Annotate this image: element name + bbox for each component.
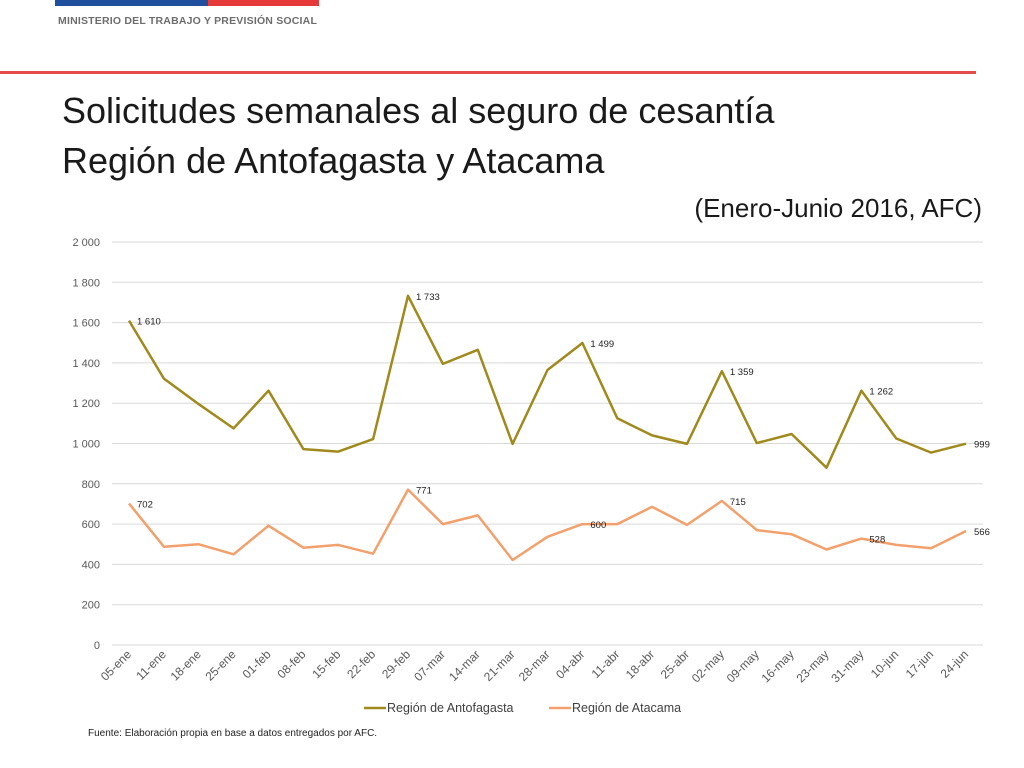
flag-red-stripe [208, 0, 319, 6]
legend-label-2: Región de Atacama [572, 701, 681, 715]
x-tick-label: 31-may [828, 647, 866, 685]
x-tick-label: 29-feb [379, 647, 413, 681]
data-label: 566 [974, 527, 990, 538]
data-label: 999 [974, 440, 990, 451]
ministry-name: MINISTERIO DEL TRABAJO Y PREVISIÓN SOCIA… [58, 15, 318, 27]
data-label: 600 [590, 520, 606, 531]
y-tick-label: 1 000 [72, 439, 100, 451]
data-label: 1 610 [137, 317, 161, 328]
data-label: 1 359 [730, 367, 754, 378]
y-tick-label: 0 [94, 640, 100, 652]
x-tick-label: 09-may [724, 647, 762, 685]
x-tick-label: 28-mar [516, 647, 553, 684]
y-tick-label: 1 400 [72, 358, 100, 370]
y-tick-label: 400 [82, 559, 100, 571]
source-note: Fuente: Elaboración propia en base a dat… [88, 728, 378, 739]
title-line-2: Región de Antofagasta y Atacama [62, 140, 605, 181]
y-tick-label: 2 000 [72, 237, 100, 249]
subtitle: (Enero-Junio 2016, AFC) [694, 193, 982, 223]
x-tick-label: 05-ene [98, 647, 135, 684]
data-label: 715 [730, 497, 746, 508]
y-tick-label: 1 600 [72, 318, 100, 330]
x-tick-label: 04-abr [553, 647, 587, 681]
x-tick-label: 07-mar [411, 647, 448, 684]
x-tick-label: 15-feb [309, 647, 343, 681]
y-tick-label: 800 [82, 479, 100, 491]
x-tick-label: 18-ene [168, 647, 205, 684]
x-tick-label: 11-ene [133, 647, 169, 683]
x-tick-label: 08-feb [275, 647, 309, 681]
series-line-2 [128, 488, 967, 562]
legend-label-1: Región de Antofagasta [387, 701, 514, 715]
x-tick-label: 17-jun [903, 647, 936, 680]
x-tick-label: 02-may [689, 647, 727, 685]
data-label: 702 [137, 500, 153, 511]
page-title: Solicitudes semanales al seguro de cesan… [62, 86, 774, 186]
flag-blue-stripe [55, 0, 208, 6]
x-tick-label: 21-mar [481, 647, 518, 684]
x-tick-label: 10-jun [868, 647, 901, 680]
y-tick-label: 1 200 [72, 398, 100, 410]
x-tick-label: 22-feb [344, 647, 378, 681]
x-tick-label: 14-mar [446, 647, 483, 684]
data-label: 1 262 [869, 387, 893, 398]
header-rule [0, 71, 976, 74]
x-tick-label: 23-may [793, 647, 831, 685]
y-tick-label: 1 800 [72, 277, 100, 289]
y-tick-label: 600 [82, 519, 100, 531]
x-tick-label: 16-may [759, 647, 797, 685]
series-line-1 [127, 294, 967, 469]
x-tick-label: 25-ene [202, 647, 239, 684]
x-tick-label: 18-abr [623, 647, 657, 681]
x-tick-label: 11-abr [589, 647, 623, 681]
data-label: 771 [416, 486, 432, 497]
title-line-1: Solicitudes semanales al seguro de cesan… [62, 90, 775, 131]
y-tick-label: 200 [82, 600, 100, 612]
x-tick-label: 01-feb [240, 647, 274, 681]
x-tick-label: 24-jun [938, 647, 971, 680]
data-label: 1 733 [416, 292, 440, 303]
x-tick-label: 25-abr [658, 647, 692, 681]
data-label: 1 499 [590, 339, 614, 350]
data-label: 528 [869, 535, 885, 546]
